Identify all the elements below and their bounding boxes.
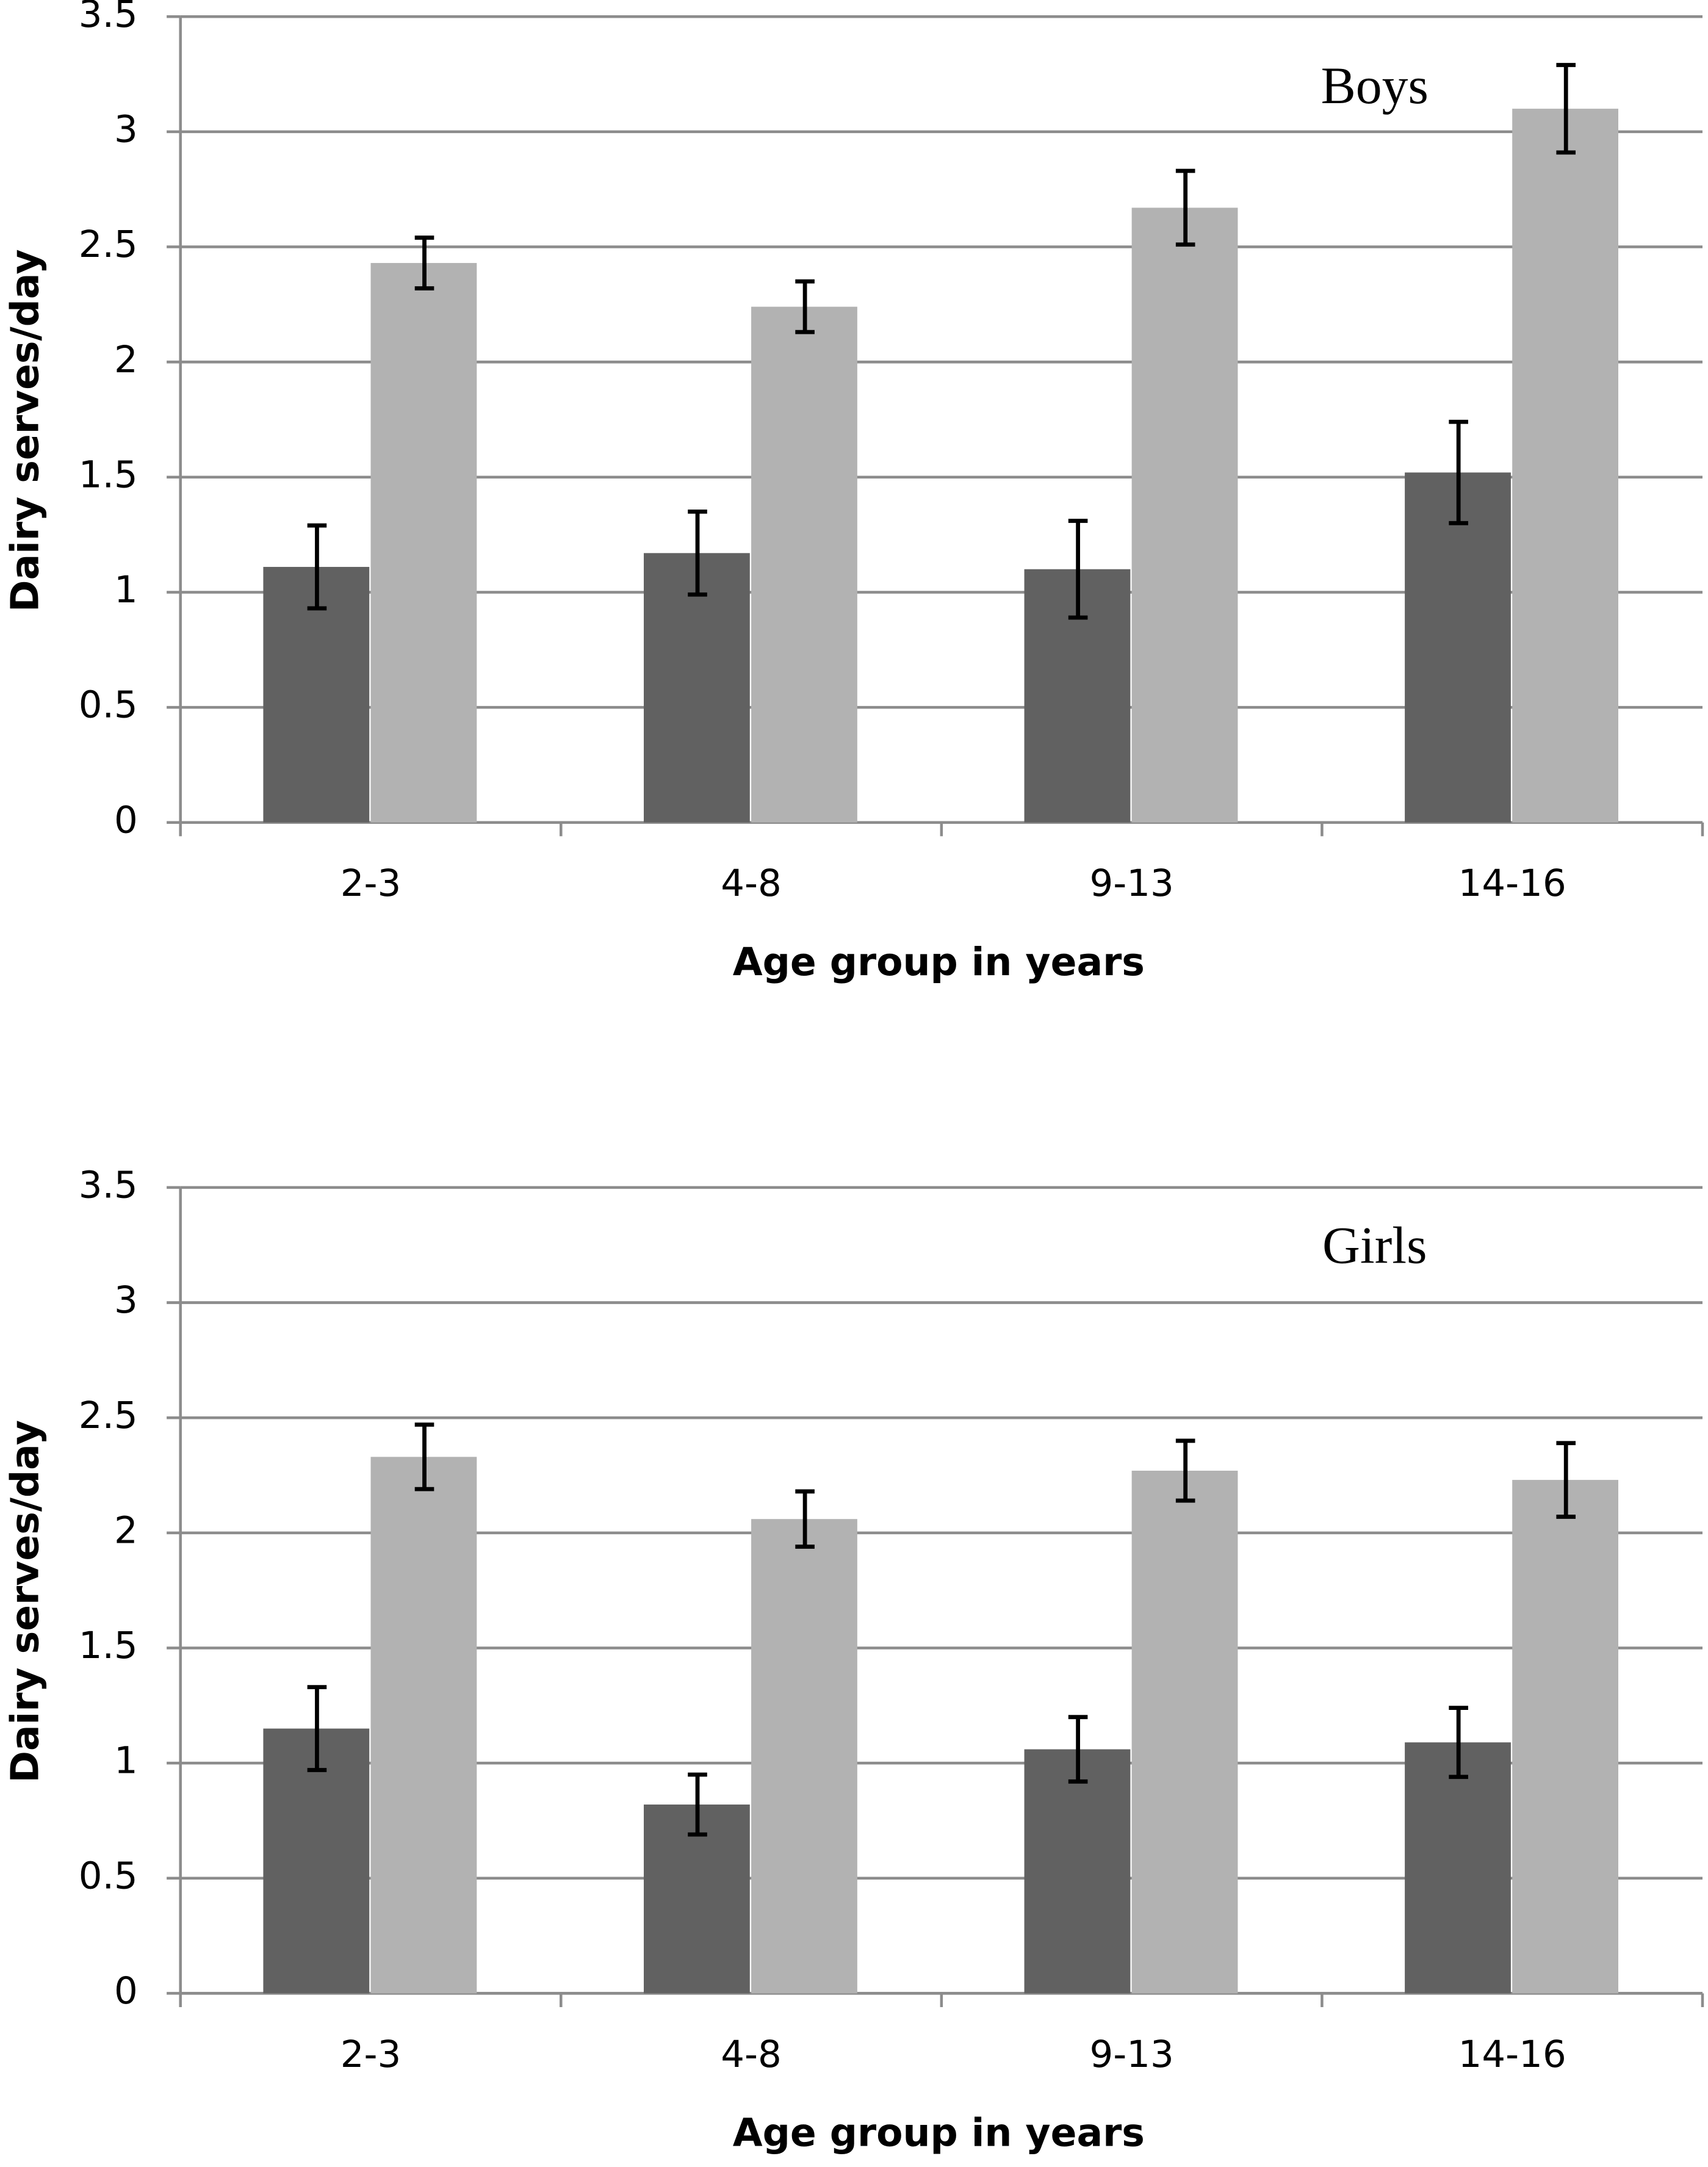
error-bar	[688, 1772, 707, 1837]
error-bar	[414, 1422, 434, 1491]
x-tick-label: 4-8	[721, 862, 782, 905]
error-bar	[1449, 419, 1468, 525]
y-tick-label: 2	[114, 1509, 138, 1552]
x-tick-label: 9-13	[1089, 2033, 1173, 2076]
bar	[370, 1457, 477, 1994]
error-bar	[1556, 63, 1576, 155]
x-tick-label: 2-3	[341, 862, 402, 905]
x-tick-label: 4-8	[721, 2033, 782, 2076]
y-tick-label: 1	[114, 568, 138, 611]
y-tick-label: 3.5	[79, 1164, 138, 1207]
error-bar	[795, 1489, 815, 1549]
bar	[751, 1519, 857, 1994]
bar	[1512, 109, 1618, 823]
bar	[1024, 1749, 1131, 1994]
bar	[1405, 472, 1511, 823]
bar	[1131, 207, 1238, 823]
y-tick-label: 1.5	[79, 453, 138, 496]
y-tick-label: 1.5	[79, 1624, 138, 1667]
error-bar	[307, 1685, 327, 1772]
error-bar	[688, 510, 707, 597]
error-bar	[414, 236, 434, 290]
y-tick-label: 3.5	[79, 0, 138, 36]
error-bar	[1068, 1715, 1088, 1784]
x-axis-title: Age group in years	[733, 2110, 1145, 2155]
bar	[1131, 1470, 1238, 1994]
bar	[1512, 1480, 1618, 1994]
error-bar	[1449, 1706, 1468, 1779]
x-tick-label: 2-3	[341, 2033, 402, 2076]
y-tick-label: 0	[114, 1969, 138, 2013]
error-bar	[1175, 1438, 1195, 1503]
bar	[643, 553, 750, 823]
y-tick-label: 0.5	[79, 1854, 138, 1897]
bar	[370, 262, 477, 823]
x-axis-title: Age group in years	[733, 939, 1145, 984]
x-tick-label: 14-16	[1458, 862, 1566, 905]
error-bar	[1175, 168, 1195, 247]
y-tick-label: 0	[114, 798, 138, 842]
y-tick-label: 3	[114, 107, 138, 151]
y-tick-label: 2	[114, 338, 138, 381]
annotation: Boys	[1321, 57, 1429, 115]
annotation: Girls	[1322, 1216, 1427, 1274]
y-tick-label: 2.5	[79, 1394, 138, 1437]
x-tick-label: 9-13	[1089, 862, 1173, 905]
bar	[1405, 1742, 1511, 1994]
y-axis-title: Dairy serves/day	[2, 249, 48, 612]
y-tick-label: 1	[114, 1739, 138, 1783]
bar	[263, 1728, 370, 1994]
error-bar	[1556, 1441, 1576, 1519]
y-tick-label: 0.5	[79, 683, 138, 727]
error-bar	[307, 523, 327, 611]
x-tick-label: 14-16	[1458, 2033, 1566, 2076]
y-tick-label: 2.5	[79, 223, 138, 266]
bar	[751, 306, 857, 823]
error-bar	[795, 279, 815, 334]
y-axis-title: Dairy serves/day	[2, 1420, 48, 1783]
error-bar	[1068, 519, 1088, 620]
y-tick-label: 3	[114, 1278, 138, 1322]
